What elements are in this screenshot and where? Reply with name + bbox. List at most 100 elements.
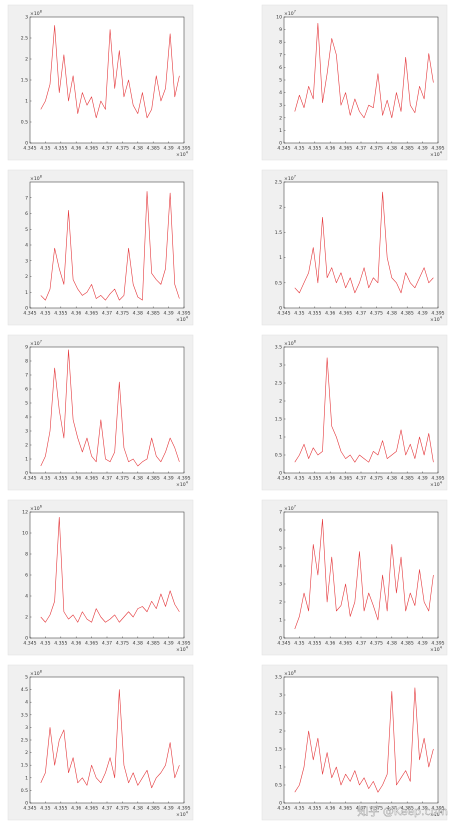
x-tick-label: 4.345 (23, 641, 36, 647)
y-multiplier: ×107 (284, 175, 296, 182)
y-multiplier-power: 8 (40, 10, 42, 14)
y-tick-label: 1 (25, 457, 28, 463)
x-tick-label: 4.345 (277, 806, 290, 812)
y-tick-label: 2 (279, 115, 282, 121)
x-tick-label: 4.395 (431, 806, 444, 812)
y-tick-label: 0 (279, 636, 282, 642)
x-tick-label: 4.375 (370, 806, 383, 812)
y-tick-label: 3 (25, 725, 28, 731)
x-tick-label: 4.365 (85, 641, 98, 647)
plot-area (29, 676, 185, 804)
y-multiplier: ×107 (284, 505, 296, 512)
x-multiplier: ×104 (176, 151, 188, 158)
x-tick-label: 4.365 (85, 146, 98, 152)
x-tick-label: 4.375 (116, 146, 129, 152)
x-tick-label: 4.365 (85, 311, 98, 317)
x-tick-label: 4.395 (177, 146, 190, 152)
data-line (294, 191, 434, 294)
x-tick-label: 4.36 (325, 641, 335, 647)
x-tick-label: 4.345 (23, 806, 36, 812)
y-multiplier: ×107 (30, 340, 42, 347)
x-tick-label: 4.36 (71, 146, 81, 152)
y-tick-label: 7 (25, 195, 28, 201)
chart-panel: 0 0.5 1 1.5 2 2.5 3 4.345 4.35 4.355 4.36 4.365 4.37… (7, 4, 194, 161)
y-tick-label: 5 (279, 546, 282, 552)
y-tick-label: 1.5 (275, 747, 282, 753)
y-tick-label: 0 (279, 801, 282, 807)
x-tick-label: 4.36 (71, 806, 81, 812)
y-tick-label: 7 (279, 510, 282, 516)
x-tick-label: 4.395 (177, 806, 190, 812)
y-tick-label: 0 (25, 636, 28, 642)
y-tick-label: 1 (279, 435, 282, 441)
x-multiplier-base: ×10 (176, 812, 186, 818)
x-tick-label: 4.385 (401, 641, 414, 647)
x-tick-label: 4.36 (71, 476, 81, 482)
y-tick-label: 9 (25, 345, 28, 351)
x-tick-label: 4.38 (133, 476, 143, 482)
plot-area (29, 511, 185, 639)
x-tick-label: 4.36 (325, 806, 335, 812)
y-tick-label: 3 (279, 363, 282, 369)
x-tick-label: 4.38 (133, 641, 143, 647)
y-tick-label: 2 (279, 729, 282, 735)
x-tick-label: 4.355 (54, 146, 67, 152)
x-tick-label: 4.35 (40, 641, 50, 647)
y-tick-label: 6 (279, 528, 282, 534)
chart-panel: 0 0.5 1 1.5 2 2.5 3 3.5 4.345 4.35 4.355 4.36 4.365 4… (261, 664, 448, 821)
x-tick-label: 4.385 (401, 476, 414, 482)
y-tick-label: 7 (279, 52, 282, 58)
y-tick-label: 0.5 (275, 280, 282, 286)
y-multiplier-base: ×10 (30, 11, 40, 17)
x-tick-label: 4.35 (40, 476, 50, 482)
y-tick-label: 1.5 (21, 763, 28, 769)
plot-area (283, 346, 439, 474)
x-tick-label: 4.385 (401, 146, 414, 152)
x-tick-label: 4.35 (40, 311, 50, 317)
x-tick-label: 4.355 (54, 641, 67, 647)
x-tick-label: 4.355 (54, 476, 67, 482)
x-tick-label: 4.35 (294, 641, 304, 647)
x-tick-label: 4.345 (277, 476, 290, 482)
x-tick-label: 4.38 (387, 806, 397, 812)
y-tick-label: 0.5 (21, 120, 28, 126)
x-multiplier: ×104 (176, 646, 188, 653)
y-tick-label: 3 (279, 582, 282, 588)
x-multiplier: ×104 (430, 481, 442, 488)
y-multiplier-power: 7 (40, 340, 42, 344)
x-tick-label: 4.385 (147, 641, 160, 647)
y-tick-label: 5 (25, 227, 28, 233)
y-tick-label: 1 (25, 290, 28, 296)
y-tick-label: 0 (279, 471, 282, 477)
x-multiplier-power: 4 (186, 151, 188, 155)
plot-area (29, 181, 185, 309)
x-tick-label: 4.365 (85, 806, 98, 812)
x-tick-label: 4.35 (294, 476, 304, 482)
y-multiplier-base: ×10 (30, 176, 40, 182)
x-tick-label: 4.365 (85, 476, 98, 482)
y-multiplier-power: 8 (40, 670, 42, 674)
data-line (40, 516, 180, 623)
x-multiplier: ×104 (430, 151, 442, 158)
plot-area (283, 16, 439, 144)
x-tick-label: 4.395 (431, 146, 444, 152)
y-multiplier-base: ×10 (284, 176, 294, 182)
x-multiplier-base: ×10 (430, 482, 440, 488)
y-tick-label: 5 (279, 78, 282, 84)
y-tick-label: 1 (279, 618, 282, 624)
x-tick-label: 4.345 (277, 146, 290, 152)
y-tick-label: 0 (279, 141, 282, 147)
chart-panel: 0 1 2 3 4 5 6 7 4.345 4.35 4.355 4.36 4.365 4.37 4.375… (7, 169, 194, 326)
x-multiplier-base: ×10 (430, 812, 440, 818)
y-tick-label: 3 (25, 15, 28, 21)
x-tick-label: 4.395 (431, 311, 444, 317)
y-tick-label: 0.5 (21, 788, 28, 794)
x-tick-label: 4.38 (387, 641, 397, 647)
y-tick-label: 0 (279, 306, 282, 312)
data-line (294, 23, 434, 119)
y-tick-label: 1 (25, 99, 28, 105)
y-tick-label: 3 (279, 693, 282, 699)
x-tick-label: 4.37 (102, 641, 112, 647)
y-tick-label: 2.5 (275, 381, 282, 387)
